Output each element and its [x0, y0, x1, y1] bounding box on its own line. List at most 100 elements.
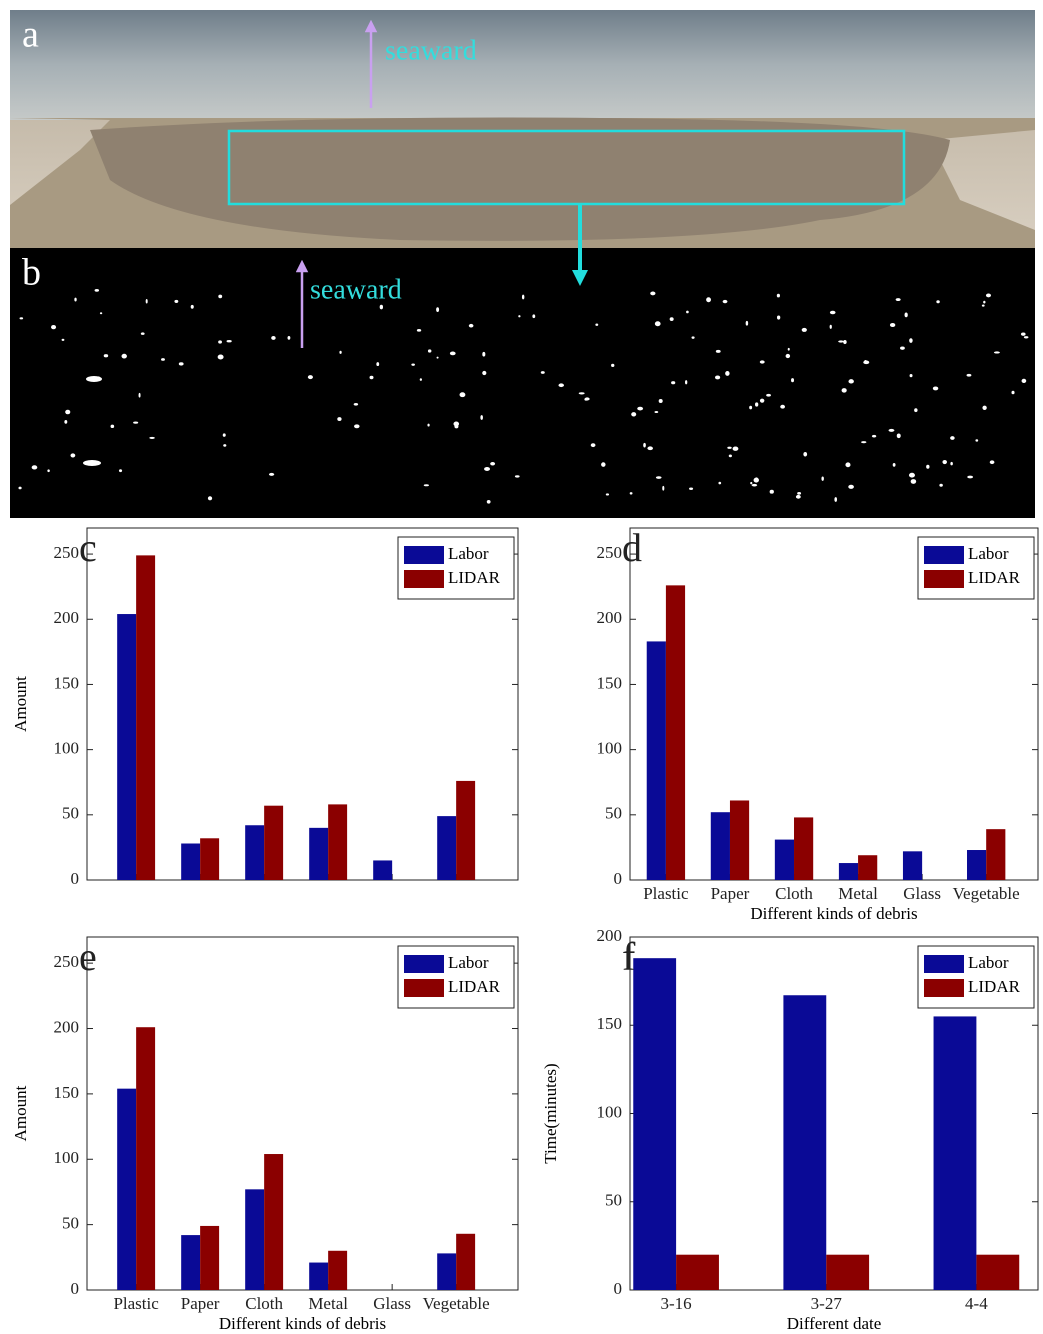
legend-box — [397, 536, 515, 600]
speckle — [759, 360, 765, 364]
bar — [437, 1253, 457, 1290]
speckle — [436, 307, 440, 313]
bar — [264, 1154, 284, 1290]
photo-a: a seaward — [10, 10, 1035, 248]
speckle — [118, 469, 123, 473]
y-axis-label: Time(minutes) — [541, 1063, 560, 1163]
x-axis-label: Different kinds of debris — [750, 904, 917, 923]
speckle — [658, 398, 663, 404]
x-tick-label: Vegetable — [953, 884, 1020, 903]
speckle — [339, 350, 342, 354]
speckle — [490, 461, 496, 466]
legend-swatch — [404, 955, 444, 973]
speckle — [686, 310, 689, 314]
y-tick-label: 250 — [54, 952, 80, 971]
bar — [181, 843, 201, 880]
bar — [858, 855, 878, 880]
speckle — [31, 465, 38, 470]
bar — [986, 829, 1006, 880]
x-tick-label: 3-27 — [811, 1294, 843, 1313]
bar — [328, 804, 348, 880]
x-tick-label: Metal — [308, 1294, 348, 1313]
speckle — [629, 492, 633, 495]
speckle — [662, 485, 665, 491]
legend-label: LIDAR — [448, 977, 501, 996]
y-axis-label: Amount — [11, 676, 30, 732]
speckle — [369, 375, 374, 380]
speckle — [909, 338, 913, 343]
speckle — [605, 493, 610, 496]
speckle — [449, 351, 456, 356]
speckle — [715, 349, 721, 353]
y-tick-label: 150 — [54, 673, 80, 692]
speckle — [751, 483, 758, 487]
speckle — [759, 398, 765, 403]
speckle — [861, 441, 867, 444]
speckle — [218, 340, 222, 344]
speckle — [178, 362, 184, 366]
speckle — [416, 328, 422, 332]
speckle — [685, 380, 688, 385]
speckle — [268, 472, 275, 476]
speckle — [337, 417, 342, 422]
y-tick-label: 150 — [597, 1014, 623, 1033]
annotation: seaward — [310, 274, 402, 305]
speckle — [287, 336, 291, 340]
speckle — [909, 374, 913, 378]
speckle — [611, 363, 615, 367]
speckle — [950, 461, 953, 466]
speckle — [601, 462, 606, 467]
y-tick-label: 100 — [597, 739, 623, 758]
speckle — [848, 484, 854, 489]
x-tick-label: Cloth — [245, 1294, 283, 1313]
speckle — [803, 451, 808, 457]
speckle — [910, 479, 917, 484]
speckle — [843, 339, 847, 345]
bar — [456, 780, 476, 880]
x-tick-label: Plastic — [113, 1294, 159, 1313]
speckle — [423, 484, 429, 487]
speckle — [654, 410, 659, 414]
speckle — [745, 320, 749, 326]
speckle — [110, 424, 115, 429]
x-tick-label: Plastic — [643, 884, 689, 903]
speckle — [900, 346, 905, 350]
bar — [200, 838, 220, 880]
speckle — [722, 299, 728, 304]
x-axis-label: Different kinds of debris — [219, 1314, 386, 1333]
bar — [794, 817, 814, 880]
speckle — [1020, 332, 1026, 336]
speckle — [94, 288, 100, 292]
y-tick-label: 50 — [62, 804, 79, 823]
photo-b: b seaward — [10, 204, 1035, 518]
y-tick-label: 0 — [614, 1279, 623, 1298]
speckle — [725, 370, 730, 376]
speckle — [149, 436, 155, 439]
speckle — [706, 297, 711, 303]
bar — [676, 1254, 719, 1290]
speckle — [845, 462, 851, 468]
x-tick-label: Glass — [373, 1294, 411, 1313]
bar — [200, 1225, 220, 1290]
y-tick-label: 200 — [54, 1017, 80, 1036]
speckle — [650, 291, 656, 296]
speckle — [484, 467, 491, 471]
speckle — [728, 454, 732, 458]
speckle — [904, 312, 908, 318]
bar — [136, 1027, 156, 1290]
bar — [309, 827, 329, 880]
speckle — [871, 434, 877, 438]
speckle — [521, 294, 525, 300]
speckle — [983, 300, 986, 304]
y-tick-label: 200 — [597, 608, 623, 627]
speckle — [829, 324, 832, 329]
speckle — [749, 405, 753, 410]
speckle — [791, 378, 795, 383]
y-tick-label: 100 — [597, 1102, 623, 1121]
x-axis-label: Different date — [787, 1314, 882, 1333]
speckle — [161, 358, 165, 361]
speckle — [895, 298, 901, 302]
bar — [729, 800, 750, 880]
speckle — [863, 360, 870, 365]
bar — [117, 1088, 137, 1290]
